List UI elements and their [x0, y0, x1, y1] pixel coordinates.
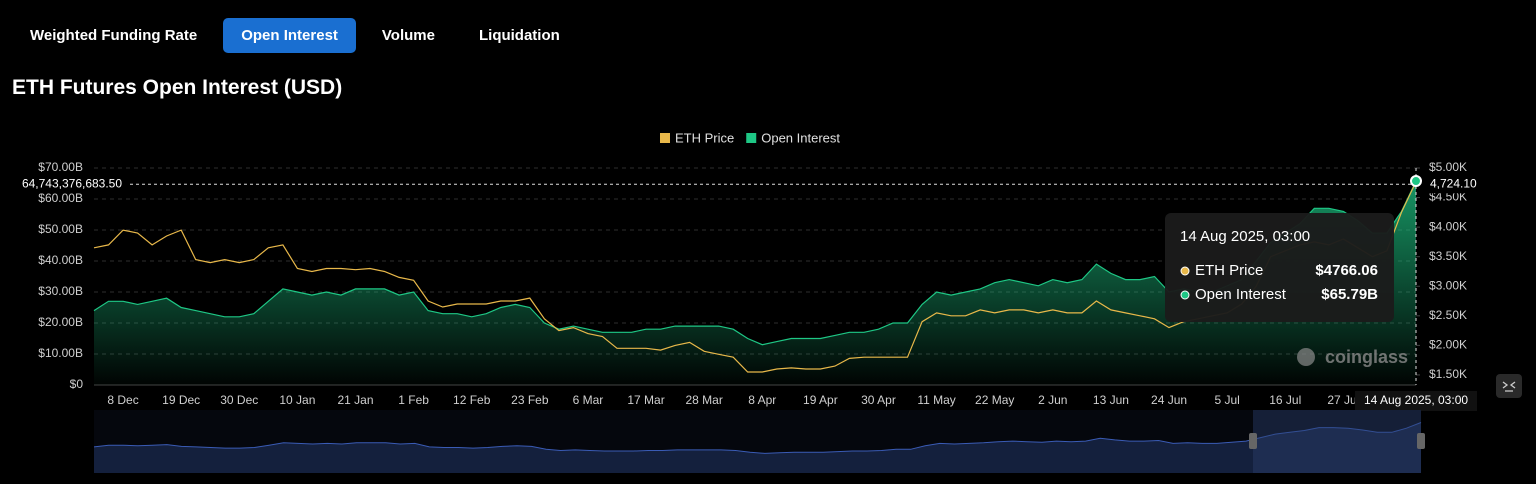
- navigator-handle[interactable]: [1417, 433, 1425, 449]
- y2-tick-label: $3.50K: [1429, 249, 1467, 263]
- legend-label[interactable]: ETH Price: [675, 130, 734, 145]
- x-tick-label: 10 Jan: [279, 393, 315, 407]
- x-tick-label: 22 May: [975, 393, 1014, 407]
- tooltip-value: $4766.06: [1315, 262, 1378, 279]
- tooltip-dot: [1180, 266, 1190, 276]
- tooltip-bg: [1165, 213, 1394, 322]
- x-tick-label: 5 Jul: [1214, 393, 1239, 407]
- y-tick-label: $20.00B: [38, 315, 83, 329]
- navigator-window[interactable]: [1253, 410, 1421, 473]
- x-tick-label: 19 Apr: [803, 393, 838, 407]
- y-tick-label: $60.00B: [38, 191, 83, 205]
- x-tick-label: 30 Apr: [861, 393, 896, 407]
- navigator-handle[interactable]: [1249, 433, 1257, 449]
- x-tick-label: 19 Dec: [162, 393, 200, 407]
- x-tick-label: 6 Mar: [573, 393, 604, 407]
- x-tick-label: 16 Jul: [1269, 393, 1301, 407]
- y-tick-label: $70.00B: [38, 160, 83, 174]
- x-tick-label: 27 Jul: [1327, 393, 1359, 407]
- crosshair-x-label: 14 Aug 2025, 03:00: [1364, 393, 1468, 407]
- y-tick-label: $30.00B: [38, 284, 83, 298]
- y-tick-label: $10.00B: [38, 346, 83, 360]
- x-tick-label: 28 Mar: [685, 393, 722, 407]
- tooltip-value: $65.79B: [1321, 286, 1378, 303]
- tooltip-name: Open Interest: [1195, 286, 1287, 303]
- y2-tick-label: $3.00K: [1429, 278, 1467, 292]
- x-tick-label: 2 Jun: [1038, 393, 1067, 407]
- area: [94, 181, 1416, 385]
- x-tick-label: 8 Dec: [107, 393, 138, 407]
- navigator-area: [94, 422, 1421, 473]
- hover-point: [1410, 175, 1422, 188]
- watermark: coinglass: [1325, 347, 1408, 367]
- tab[interactable]: Weighted Funding Rate: [30, 27, 198, 44]
- console-button[interactable]: [1496, 374, 1522, 398]
- y-tick-label: $50.00B: [38, 222, 83, 236]
- crosshair-y-label: 64,743,376,683.50: [22, 176, 122, 190]
- tab[interactable]: Open Interest: [223, 18, 356, 53]
- legend-swatch[interactable]: [746, 133, 757, 143]
- crosshair-y2-label-bg: [1424, 175, 1484, 194]
- watermark-logo: [1297, 348, 1315, 366]
- y2-tick-label: $5.00K: [1429, 160, 1467, 174]
- y2-tick-label: $4.00K: [1429, 219, 1467, 233]
- crosshair-x-label-bg: [1355, 391, 1477, 411]
- x-tick-label: 17 Mar: [627, 393, 664, 407]
- crosshair-y2-label: 4,724.10: [1430, 176, 1477, 190]
- x-tick-label: 13 Jun: [1093, 393, 1129, 407]
- x-tick-label: 8 Apr: [748, 393, 776, 407]
- crosshair-y-label-bg: [14, 175, 130, 194]
- y2-tick-label: $2.50K: [1429, 308, 1467, 322]
- tooltip-title: 14 Aug 2025, 03:00: [1180, 228, 1310, 245]
- x-tick-label: 1 Feb: [398, 393, 429, 407]
- x-tick-label: 24 Jun: [1151, 393, 1187, 407]
- tooltip-dot: [1180, 290, 1190, 300]
- tooltip-name: ETH Price: [1195, 262, 1263, 279]
- x-tick-label: 30 Dec: [220, 393, 258, 407]
- y-tick-label: $40.00B: [38, 253, 83, 267]
- legend-label[interactable]: Open Interest: [761, 130, 840, 145]
- chart-title: ETH Futures Open Interest (USD): [12, 76, 343, 99]
- y2-tick-label: $1.50K: [1429, 367, 1467, 381]
- x-tick-label: 21 Jan: [337, 393, 373, 407]
- x-tick-label: 12 Feb: [453, 393, 491, 407]
- console-icon: [1502, 381, 1516, 392]
- x-tick-label: 23 Feb: [511, 393, 549, 407]
- x-tick-label: 11 May: [917, 393, 955, 407]
- y2-tick-label: $2.00K: [1429, 338, 1467, 352]
- navigator-line: [93, 422, 1422, 454]
- legend-swatch[interactable]: [660, 133, 670, 143]
- tab-bar: Weighted Funding Rate Open Interest Volu…: [12, 18, 578, 53]
- tab[interactable]: Volume: [381, 27, 435, 44]
- tab[interactable]: Liquidation: [478, 27, 560, 44]
- y-tick-label: $0: [70, 377, 84, 391]
